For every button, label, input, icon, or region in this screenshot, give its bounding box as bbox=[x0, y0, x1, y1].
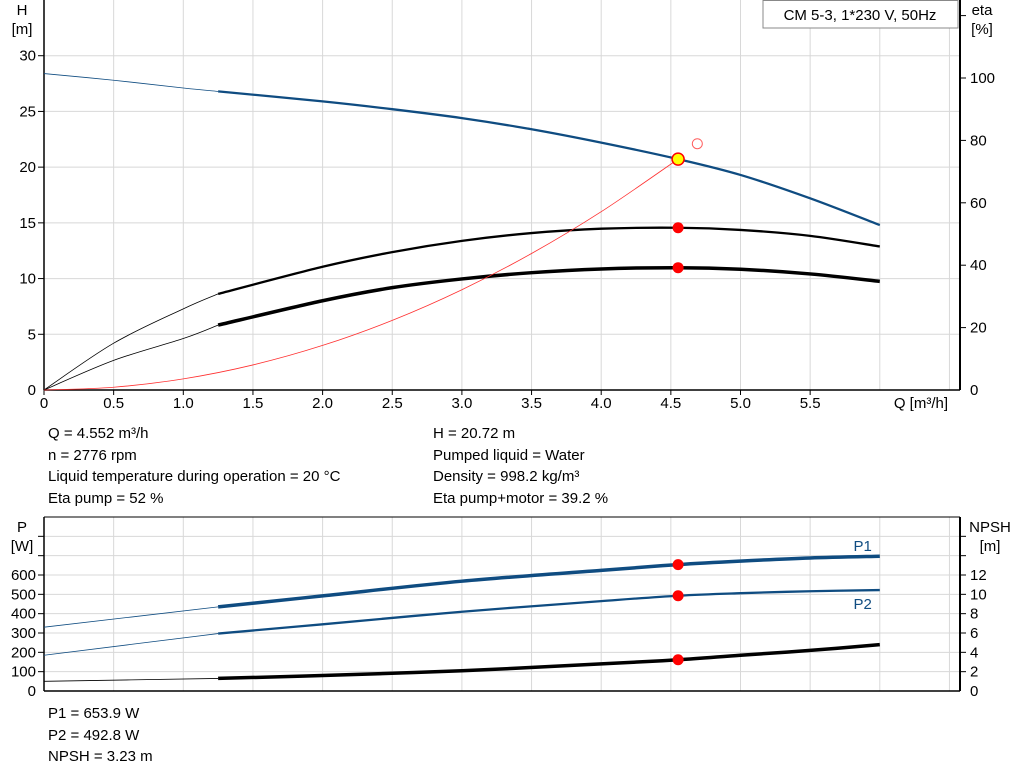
chart1-y-tick-label: 0 bbox=[28, 683, 36, 700]
chart1-y2-axis-label: [m] bbox=[980, 538, 1001, 555]
chart0-series-1-extrapolated bbox=[43, 293, 219, 391]
chart1-y-tick-label: 400 bbox=[11, 606, 36, 623]
info-p2: P2 = 492.8 W bbox=[48, 726, 140, 744]
chart0-x-tick-label: 5.5 bbox=[800, 395, 821, 412]
chart0-x-tick-label: 3.0 bbox=[451, 395, 472, 412]
chart0-duty-marker bbox=[672, 262, 684, 274]
info-p1: P1 = 653.9 W bbox=[48, 705, 140, 722]
chart1-series-2-extrapolated bbox=[43, 678, 219, 682]
chart1-y2-tick-label: 8 bbox=[970, 606, 978, 623]
chart0-x-tick-label: 0.5 bbox=[103, 395, 124, 412]
title-box bbox=[762, 0, 959, 29]
chart1-duty-marker bbox=[672, 559, 684, 571]
chart1-y-axis-label: P bbox=[17, 519, 27, 536]
chart0-y-tick-label: 25 bbox=[19, 103, 36, 120]
chart1-series-1-extrapolated bbox=[43, 633, 219, 656]
chart0-y-tick-label: 15 bbox=[19, 215, 36, 232]
chart1-series-label-P2: P2 bbox=[853, 596, 871, 613]
chart1-y2-tick-label: 12 bbox=[970, 567, 987, 584]
chart0-y2-tick-label: 60 bbox=[970, 195, 987, 212]
duty-point-marker bbox=[671, 152, 685, 166]
chart0-y2-tick-label: 0 bbox=[970, 382, 978, 399]
info-n: n = 2776 rpm bbox=[48, 446, 137, 464]
requested-point-marker bbox=[691, 138, 703, 150]
chart0-x-tick-label: 4.0 bbox=[591, 395, 612, 412]
chart1-series-0-extrapolated bbox=[43, 606, 219, 628]
chart0-y-tick-label: 10 bbox=[19, 271, 36, 288]
chart0-series-0-extrapolated bbox=[43, 73, 219, 92]
chart0-series-2-line bbox=[217, 265, 880, 327]
chart-title: CM 5-3, 1*230 V, 50Hz bbox=[784, 7, 937, 24]
chart0-y-tick-label: 20 bbox=[19, 159, 36, 176]
chart1-series-0-line bbox=[217, 554, 880, 609]
chart0-y2-tick-label: 80 bbox=[970, 132, 987, 149]
chart1-y-tick-label: 200 bbox=[11, 644, 36, 661]
info-top-left: Q = 4.552 m³/h n = 2776 rpm Liquid tempe… bbox=[48, 423, 340, 509]
chart0-y-axis-label: H bbox=[17, 2, 28, 19]
info-bottom: P1 = 653.9 W P2 = 492.8 W NPSH = 3.23 m bbox=[48, 703, 153, 768]
chart0-y2-tick-label: 100 bbox=[970, 70, 995, 87]
chart0-y-axis-label: [m] bbox=[12, 21, 33, 38]
chart0-x-tick-label: 1.0 bbox=[173, 395, 194, 412]
chart1-y2-tick-label: 2 bbox=[970, 664, 978, 681]
chart1-y-tick-label: 100 bbox=[11, 664, 36, 681]
chart0-x-tick-label: 0 bbox=[40, 395, 48, 412]
chart0-series-2-extrapolated bbox=[43, 324, 219, 391]
info-npsh: NPSH = 3.23 m bbox=[48, 748, 153, 765]
chart1-y2-tick-label: 0 bbox=[970, 683, 978, 700]
chart1-y2-tick-label: 10 bbox=[970, 586, 987, 603]
chart1-series-label-P1: P1 bbox=[853, 538, 871, 555]
info-temp: Liquid temperature during operation = 20… bbox=[48, 468, 341, 485]
chart0-y2-axis-label: eta bbox=[972, 2, 994, 19]
chart0-y2-tick-label: 40 bbox=[970, 257, 987, 274]
chart0-series-1-line bbox=[217, 226, 880, 296]
chart0-x-tick-label: 5.0 bbox=[730, 395, 751, 412]
chart0-x-tick-label: 2.5 bbox=[382, 395, 403, 412]
chart0-y2-tick-label: 20 bbox=[970, 320, 987, 337]
chart0-x-tick-label: 1.5 bbox=[243, 395, 264, 412]
chart1-y2-axis-label: NPSH bbox=[969, 519, 1011, 536]
info-liquid: Pumped liquid = Water bbox=[433, 446, 585, 464]
chart1-duty-marker bbox=[672, 590, 684, 602]
chart1-series-2-line bbox=[218, 642, 880, 681]
chart1-y2-tick-label: 4 bbox=[970, 644, 978, 661]
chart0-x-tick-label: 2.0 bbox=[312, 395, 333, 412]
chart1-y-tick-label: 500 bbox=[11, 586, 36, 603]
info-top-right: H = 20.72 m Pumped liquid = Water Densit… bbox=[433, 423, 608, 509]
chart1-y2-tick-label: 6 bbox=[970, 625, 978, 642]
info-eta-total: Eta pump+motor = 39.2 % bbox=[433, 489, 609, 507]
chart0-y-tick-label: 5 bbox=[28, 326, 36, 343]
info-h: H = 20.72 m bbox=[433, 425, 516, 442]
chart1-y-tick-label: 300 bbox=[11, 625, 36, 642]
chart1-duty-marker bbox=[672, 654, 684, 666]
chart0-y-tick-label: 0 bbox=[28, 382, 36, 399]
chart1-y-tick-label: 600 bbox=[11, 567, 36, 584]
info-eta-pump: Eta pump = 52 % bbox=[48, 489, 164, 507]
chart0-y2-axis-label: [%] bbox=[971, 21, 993, 38]
chart0-x-axis-label: Q [m³/h] bbox=[894, 395, 948, 412]
chart0-series-0-line bbox=[218, 90, 881, 227]
chart0-duty-marker bbox=[672, 222, 684, 234]
info-density: Density = 998.2 kg/m³ bbox=[433, 468, 580, 485]
chart0-x-tick-label: 3.5 bbox=[521, 395, 542, 412]
chart1-series-1-line bbox=[218, 588, 880, 635]
chart1-y-axis-label: [W] bbox=[11, 538, 34, 555]
chart0-system-curve bbox=[43, 158, 679, 391]
chart0-y-tick-label: 30 bbox=[19, 48, 36, 65]
info-q: Q = 4.552 m³/h bbox=[48, 425, 149, 442]
chart0-x-tick-label: 4.5 bbox=[660, 395, 681, 412]
